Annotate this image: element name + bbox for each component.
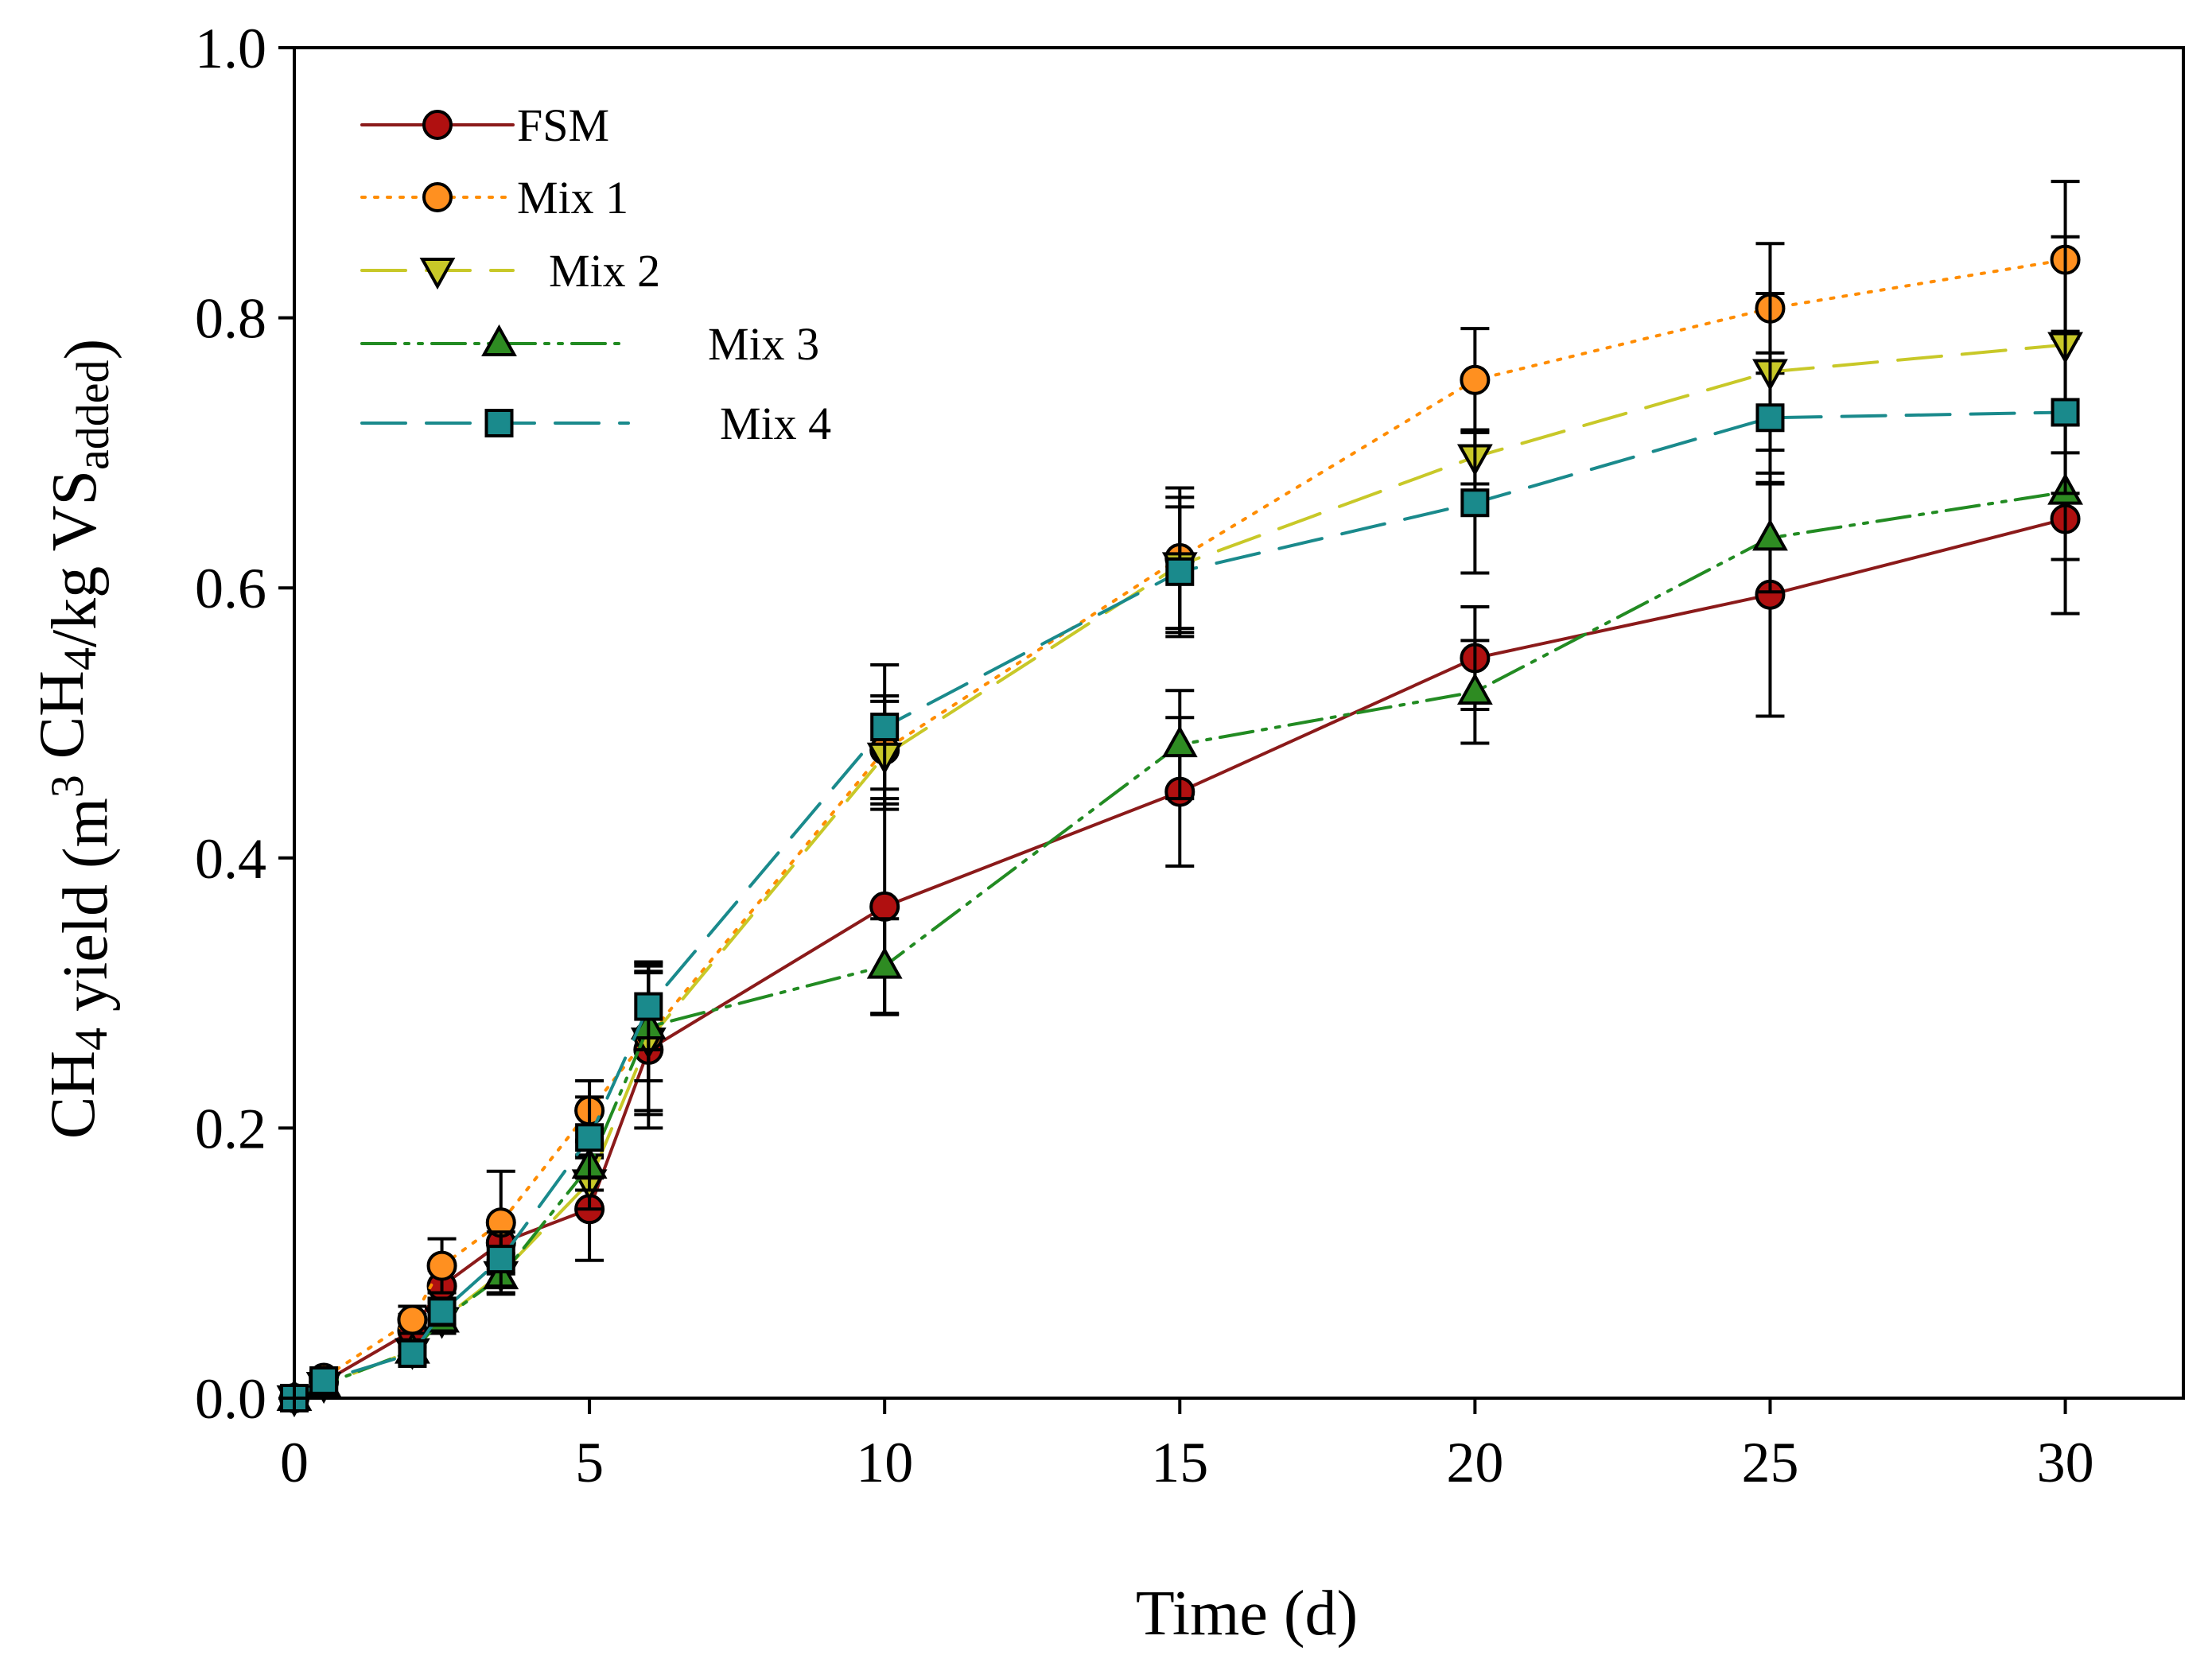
- x-tick-label: 15: [1151, 1431, 1208, 1494]
- series-line: [293, 490, 2067, 1400]
- y-tick-label: 0.2: [195, 1097, 266, 1160]
- data-point: [866, 946, 903, 979]
- y-tick-label: 1.0: [195, 17, 266, 80]
- data-point: [426, 1250, 457, 1281]
- legend-item: FSM: [360, 99, 609, 151]
- series-layer: [276, 180, 2083, 1418]
- legend-marker: [484, 409, 514, 437]
- data-point: [1460, 488, 1490, 518]
- series-line: [293, 258, 2067, 1400]
- legend-item: Mix 2: [360, 245, 660, 297]
- data-point: [398, 1338, 427, 1368]
- data-point: [486, 1245, 515, 1274]
- series-line: [293, 410, 2067, 1400]
- x-axis-title: Time (d): [1136, 1579, 1358, 1649]
- data-point: [2051, 398, 2080, 427]
- data-point: [870, 713, 900, 742]
- x-tick-label: 30: [2037, 1431, 2094, 1494]
- axes-layer: 0 5 10 15 20 25 30 0.0 0.2 0.4 0.6 0.8 1.0: [195, 17, 2094, 1494]
- legend-item: Mix 3: [360, 318, 819, 370]
- data-point: [869, 891, 900, 922]
- legend-item: Mix 1: [360, 172, 628, 223]
- y-tick-label: 0.8: [195, 287, 266, 351]
- data-point: [427, 1297, 457, 1327]
- data-point: [397, 1304, 428, 1335]
- plot-frame: [293, 46, 2185, 1400]
- y-tick-label: 0.6: [195, 557, 266, 620]
- x-tick-label: 25: [1741, 1431, 1798, 1494]
- data-point: [1165, 557, 1195, 586]
- legend-marker: [422, 110, 453, 140]
- data-point: [575, 1123, 605, 1152]
- x-tick-label: 0: [280, 1431, 309, 1494]
- x-tick-label: 5: [575, 1431, 604, 1494]
- legend-label: Mix 1: [517, 172, 628, 223]
- x-tick-label: 20: [1446, 1431, 1503, 1494]
- legend-label: Mix 4: [720, 398, 831, 449]
- legend-label: Mix 3: [708, 318, 819, 370]
- series-mix-4: [280, 329, 2080, 1412]
- series-line: [293, 343, 2067, 1400]
- legend-label: Mix 2: [549, 245, 660, 297]
- x-tick-label: 10: [856, 1431, 913, 1494]
- data-point: [1752, 519, 1788, 551]
- y-tick-label: 0.0: [195, 1367, 266, 1431]
- data-point: [1456, 672, 1493, 705]
- legend-marker: [419, 258, 456, 290]
- legend-marker: [481, 324, 517, 356]
- data-point: [309, 1366, 339, 1395]
- y-tick-label: 0.4: [195, 827, 266, 891]
- legend: FSM Mix 1 Mix 2 Mix 3 Mix 4: [360, 99, 831, 449]
- data-point: [1460, 364, 1491, 395]
- data-point: [1755, 403, 1785, 433]
- legend-label: FSM: [517, 99, 609, 151]
- legend-item: Mix 4: [360, 398, 831, 449]
- data-point: [1161, 725, 1198, 758]
- y-axis-title: CH4 yield (m3 CH4/kg VSadded): [27, 339, 122, 1139]
- series-mix-3: [276, 422, 2083, 1411]
- legend-marker: [422, 182, 453, 212]
- data-point: [634, 992, 663, 1021]
